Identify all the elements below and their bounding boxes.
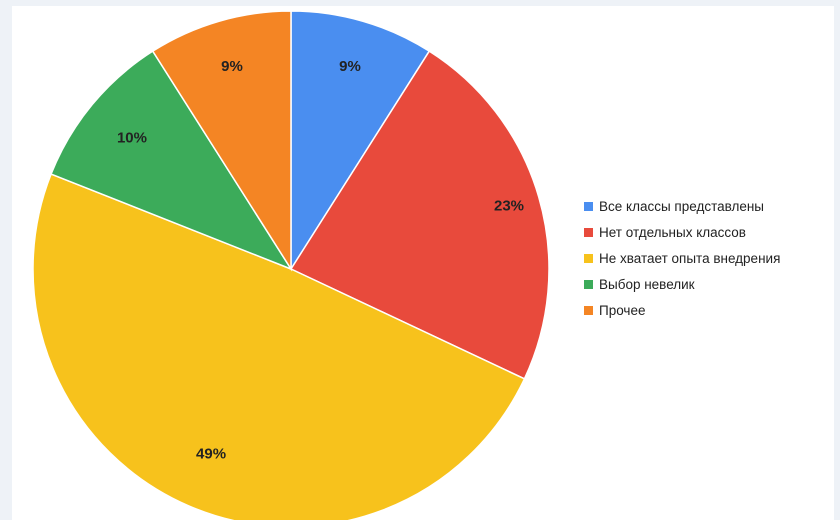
slice-value-label: 23% <box>494 198 524 215</box>
legend-label: Прочее <box>599 302 646 318</box>
legend-swatch <box>584 305 593 315</box>
slice-value-label: 49% <box>196 446 226 463</box>
legend-item-vse-klassy: Все классы представлены <box>584 196 780 216</box>
legend-item-prochee: Прочее <box>584 300 780 320</box>
legend-label: Не хватает опыта внедрения <box>599 250 781 266</box>
legend-swatch <box>584 253 593 263</box>
legend-item-net-otdelnyh: Нет отдельных классов <box>584 222 780 242</box>
legend-swatch <box>584 201 593 211</box>
slice-value-label: 9% <box>339 58 361 75</box>
legend-swatch <box>584 279 593 289</box>
pie-slice-5 <box>151 10 292 272</box>
legend-label: Все классы представлены <box>599 198 765 214</box>
pie-slice-2 <box>289 50 550 380</box>
legend-item-ne-hvataet: Не хватает опыта внедрения <box>584 248 780 268</box>
pie-slice-4 <box>50 50 293 271</box>
chart-card: 9% 23% 49% 10% 9% Все классы представлены Не… <box>12 6 834 520</box>
slice-value-label: 10% <box>117 129 147 146</box>
pie-slice-3 <box>32 173 526 520</box>
legend-swatch <box>584 227 593 237</box>
legend-label: Нет отдельных классов <box>599 224 746 240</box>
legend: Все классы представлены Нет отдельных кл… <box>584 196 780 326</box>
pie-slice-1 <box>290 10 431 272</box>
legend-item-vybor-nevelik: Выбор невелик <box>584 274 780 294</box>
slice-value-label: 9% <box>221 58 243 75</box>
pie-chart: 9% 23% 49% 10% 9% <box>32 10 550 520</box>
legend-label: Выбор невелик <box>599 276 695 292</box>
